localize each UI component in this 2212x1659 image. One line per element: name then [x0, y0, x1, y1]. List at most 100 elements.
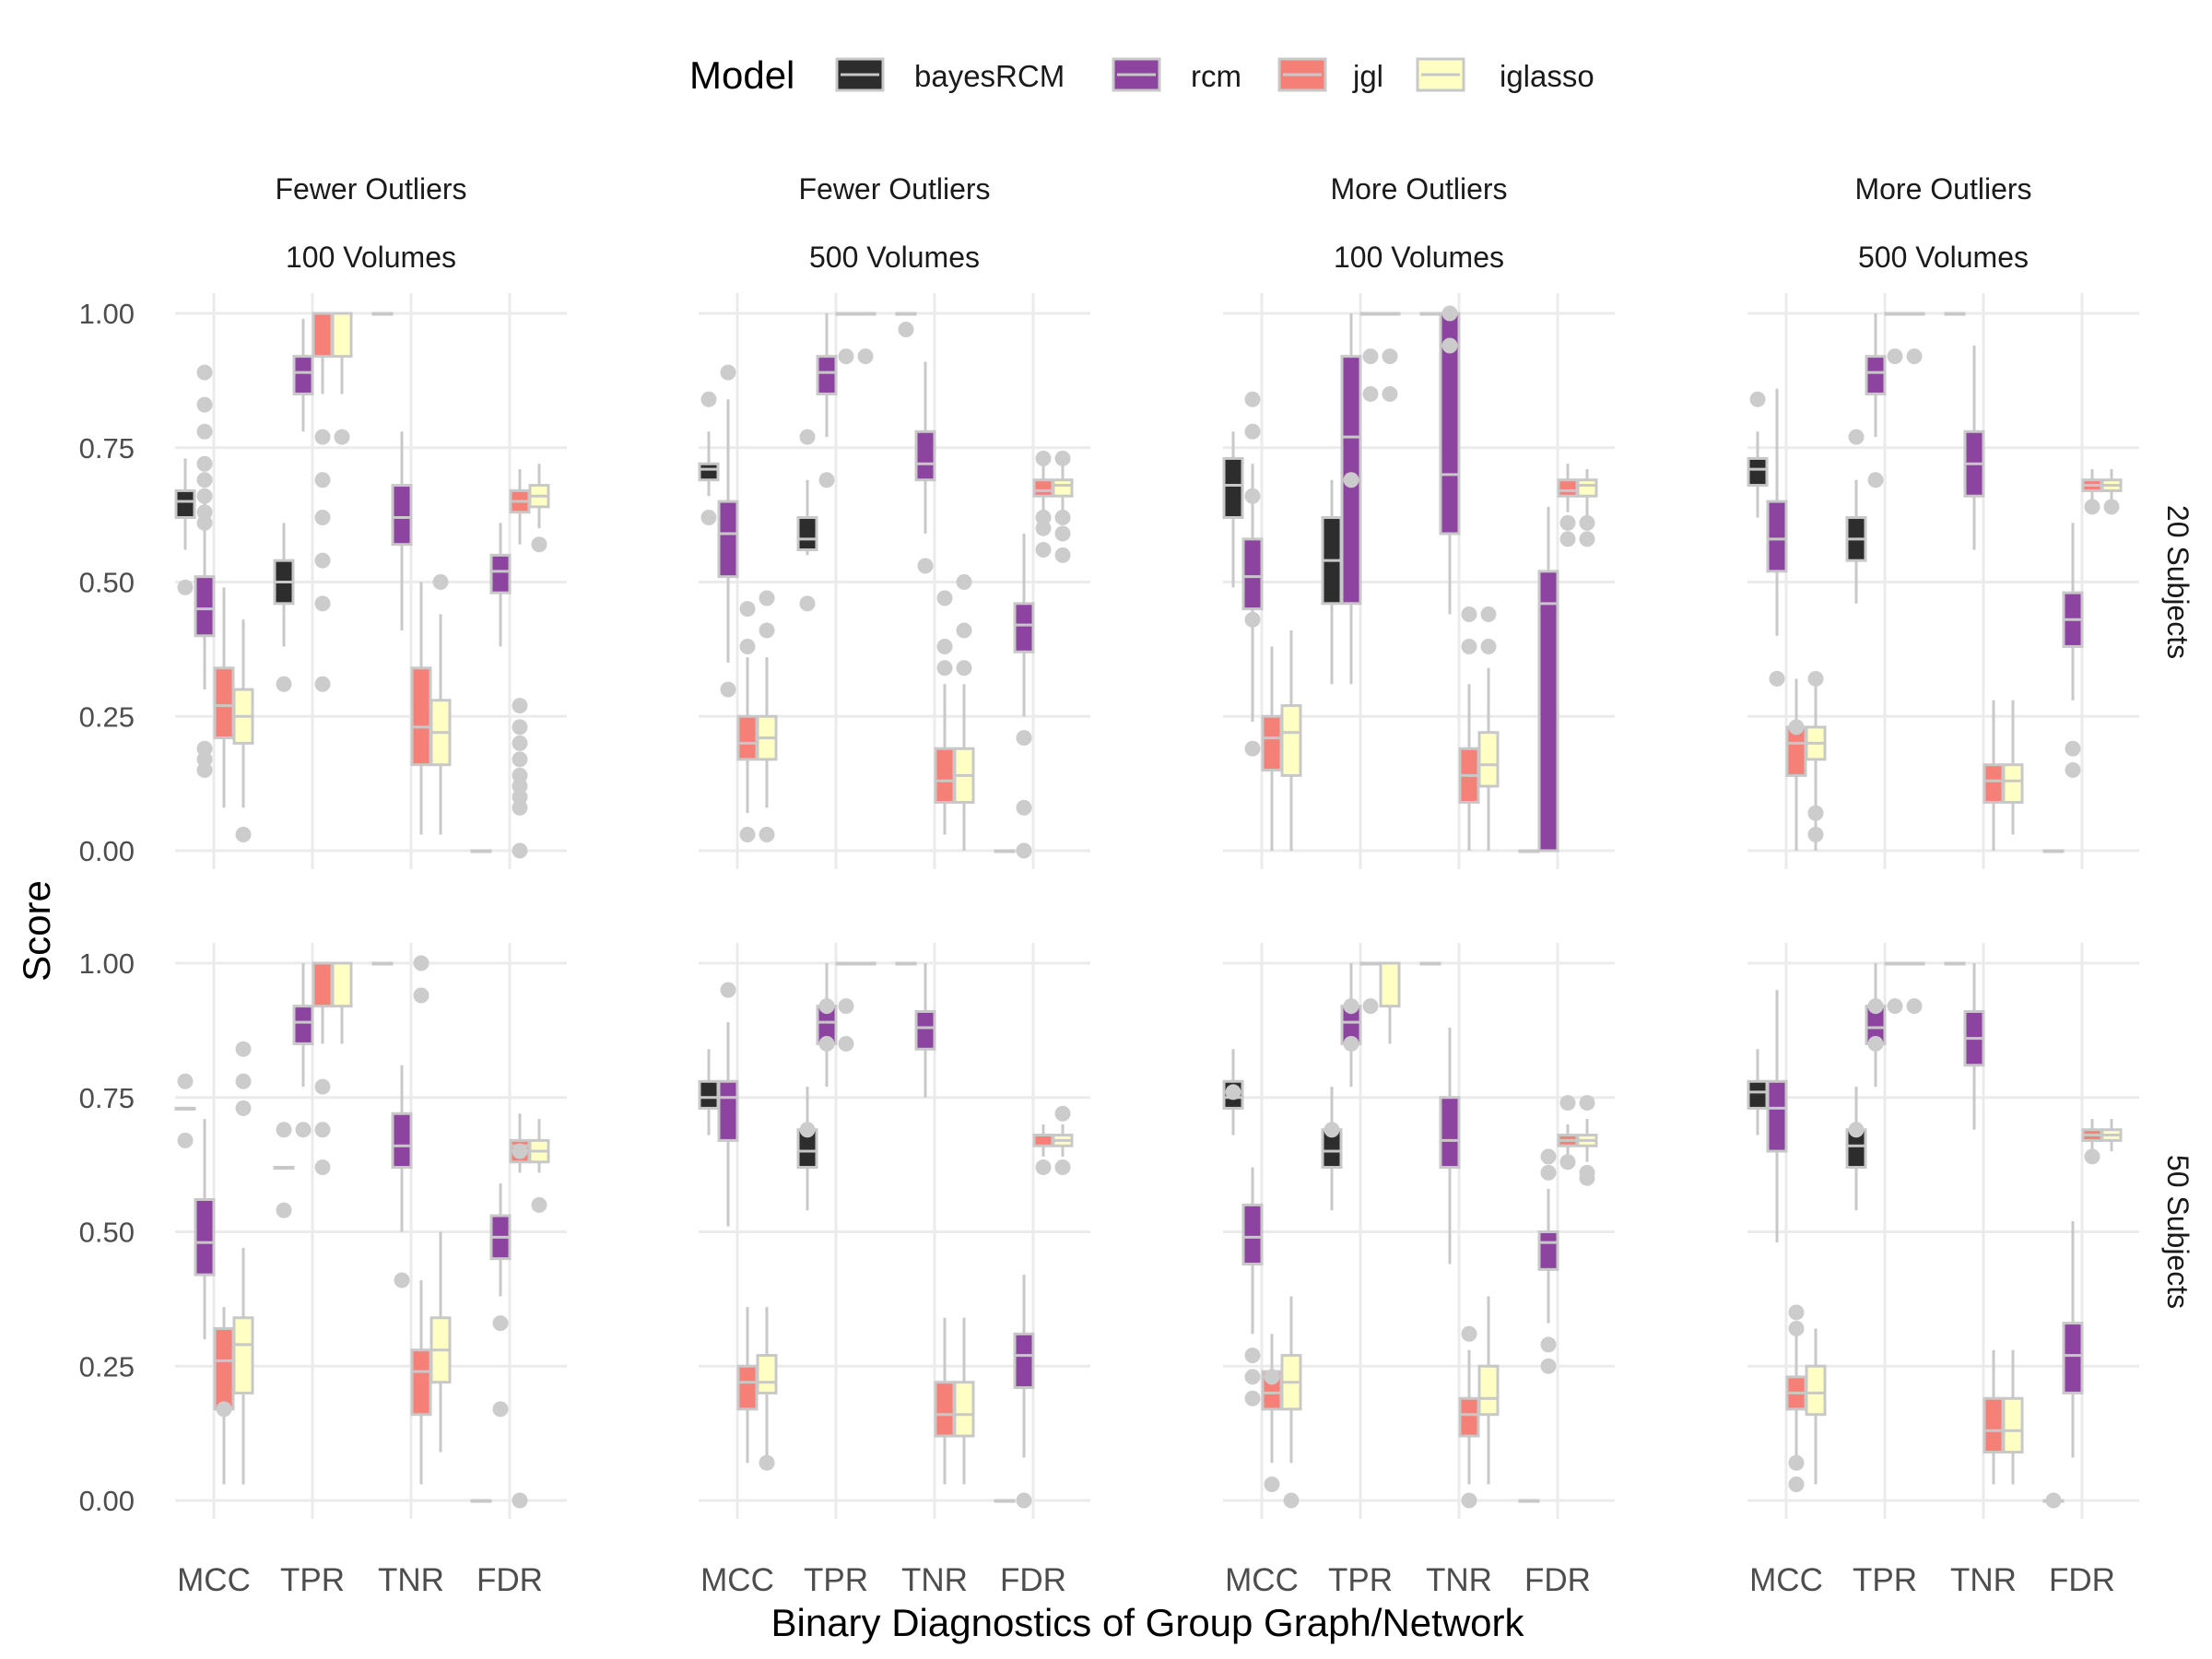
column-strip-label: More Outliers	[1854, 172, 2031, 206]
outlier-point	[1559, 1154, 1576, 1171]
outlier-point	[720, 681, 736, 698]
box-rcm	[1013, 1332, 1035, 1390]
outlier-point	[1016, 842, 1032, 859]
outlier-point	[1244, 1390, 1261, 1406]
x-tick-label: FDR	[477, 1562, 543, 1598]
outlier-point	[1362, 385, 1379, 402]
outlier-point	[512, 789, 528, 806]
outlier-point	[512, 799, 528, 816]
box-jgl	[1983, 763, 2005, 805]
outlier-point	[936, 590, 953, 606]
outlier-point	[1054, 1105, 1071, 1122]
box-iglasso	[2002, 763, 2024, 805]
outlier-point	[1244, 740, 1261, 757]
box-bayesRCM	[698, 1079, 720, 1110]
box-rcm	[717, 1079, 739, 1142]
outlier-point	[1035, 510, 1052, 526]
outlier-point	[314, 595, 331, 612]
outlier-point	[1054, 1159, 1071, 1176]
outlier-point	[512, 778, 528, 794]
outlier-point	[196, 514, 213, 531]
box-rcm	[1439, 1096, 1461, 1170]
box-jgl	[1032, 1134, 1054, 1147]
box-iglasso	[1477, 731, 1500, 788]
box-rcm	[2062, 1322, 2084, 1394]
outlier-point	[799, 595, 816, 612]
column-strip-label: 100 Volumes	[286, 241, 456, 274]
outlier-point	[759, 1454, 775, 1471]
outlier-point	[759, 590, 775, 606]
box-rcm	[489, 553, 512, 594]
y-tick-label: 0.75	[79, 432, 135, 465]
outlier-point	[235, 827, 252, 843]
outlier-point	[1035, 520, 1052, 536]
outlier-point	[314, 1078, 331, 1095]
box-jgl	[736, 714, 759, 761]
outlier-point	[1579, 1095, 1595, 1112]
outlier-point	[531, 1196, 547, 1213]
outlier-point	[196, 488, 213, 504]
outlier-point	[1579, 531, 1595, 547]
outlier-point	[1579, 1164, 1595, 1181]
box-rcm	[1766, 500, 1788, 573]
box-bayesRCM	[174, 488, 196, 520]
outlier-point	[1441, 337, 1458, 354]
box-bayesRCM	[698, 462, 720, 482]
outlier-point	[512, 719, 528, 735]
outlier-point	[1035, 1159, 1052, 1176]
outlier-point	[314, 552, 331, 569]
outlier-point	[512, 751, 528, 768]
outlier-point	[512, 767, 528, 783]
outlier-point	[276, 676, 292, 692]
outlier-point	[956, 574, 972, 590]
box-iglasso	[331, 961, 353, 1008]
outlier-point	[177, 1073, 194, 1089]
x-tick-label: TPR	[804, 1562, 868, 1598]
outlier-point	[1848, 1122, 1865, 1138]
box-rcm	[1537, 570, 1559, 853]
box-rcm	[292, 1005, 314, 1045]
outlier-point	[1016, 1492, 1032, 1509]
outlier-point	[1540, 1336, 1557, 1353]
outlier-point	[838, 348, 854, 365]
outlier-point	[1362, 998, 1379, 1015]
box-iglasso	[2002, 1396, 2024, 1454]
box-rcm	[194, 1198, 216, 1277]
outlier-point	[1769, 670, 1785, 687]
box-iglasso	[1805, 1364, 1827, 1417]
box-iglasso	[1477, 1364, 1500, 1417]
outlier-point	[1244, 1369, 1261, 1385]
outlier-point	[1441, 305, 1458, 322]
column-strip-label: Fewer Outliers	[275, 172, 466, 206]
outlier-point	[1559, 531, 1576, 547]
outlier-point	[818, 998, 835, 1015]
outlier-point	[1264, 1369, 1280, 1385]
outlier-point	[857, 348, 874, 365]
outlier-point	[1559, 514, 1576, 531]
outlier-point	[1244, 423, 1261, 440]
outlier-point	[235, 1100, 252, 1116]
box-jgl	[934, 747, 956, 805]
outlier-point	[739, 827, 756, 843]
x-tick-label: FDR	[1524, 1562, 1591, 1598]
outlier-point	[2084, 499, 2100, 515]
box-iglasso	[1280, 704, 1302, 777]
box-rcm	[914, 429, 936, 482]
outlier-point	[700, 510, 717, 526]
outlier-point	[2065, 762, 2081, 779]
outlier-point	[1788, 1477, 1805, 1493]
outlier-point	[276, 1122, 292, 1138]
box-rcm	[914, 1009, 936, 1051]
outlier-point	[413, 987, 429, 1004]
y-tick-label: 0.00	[79, 1485, 135, 1517]
outlier-point	[1016, 730, 1032, 747]
outlier-point	[1343, 998, 1359, 1015]
x-tick-label: TPR	[1853, 1562, 1917, 1598]
box-iglasso	[232, 1316, 254, 1394]
x-tick-label: TPR	[280, 1562, 345, 1598]
outlier-point	[196, 762, 213, 779]
outlier-point	[1906, 348, 1923, 365]
outlier-point	[492, 1315, 509, 1332]
box-jgl	[312, 961, 334, 1008]
outlier-point	[1362, 348, 1379, 365]
